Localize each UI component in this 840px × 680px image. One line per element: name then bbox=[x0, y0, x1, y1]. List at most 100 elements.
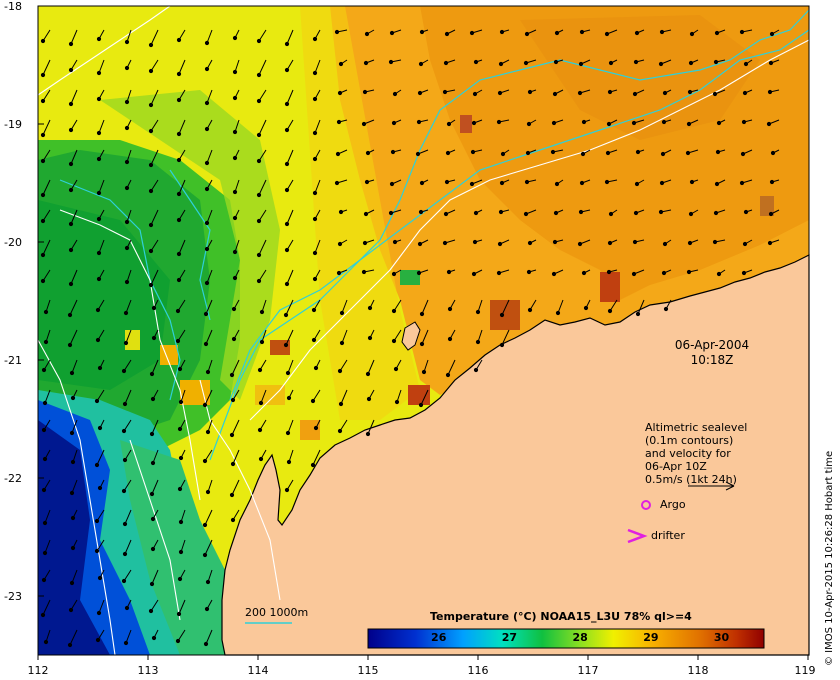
velocity-arrow bbox=[393, 329, 402, 342]
velocity-arrow-head bbox=[336, 270, 342, 276]
velocity-arrow bbox=[207, 419, 213, 433]
velocity-arrow-head bbox=[96, 96, 102, 102]
velocity-arrow-head bbox=[634, 181, 640, 187]
velocity-arrow-head bbox=[499, 180, 505, 186]
velocity-arrow-head bbox=[367, 335, 373, 341]
velocity-arrow-head bbox=[392, 239, 398, 245]
velocity-arrow bbox=[124, 509, 132, 525]
velocity-arrow-head bbox=[335, 151, 341, 157]
velocity-arrow bbox=[125, 629, 132, 644]
argo-label: Argo bbox=[660, 498, 686, 511]
velocity-arrow-head bbox=[365, 150, 371, 156]
velocity-arrow-head bbox=[41, 577, 47, 583]
velocity-arrow-head bbox=[607, 89, 613, 95]
velocity-arrow-head bbox=[337, 368, 343, 374]
velocity-arrow-head bbox=[631, 120, 637, 126]
velocity-arrow-head bbox=[121, 488, 127, 494]
velocity-arrow bbox=[69, 329, 78, 346]
velocity-arrow bbox=[258, 149, 267, 162]
velocity-arrow-head bbox=[42, 520, 48, 526]
velocity-arrow-head bbox=[686, 269, 692, 275]
velocity-arrow-head bbox=[284, 221, 290, 227]
velocity-arrow-head bbox=[388, 59, 394, 65]
velocity-arrow-head bbox=[473, 367, 479, 373]
velocity-arrow-head bbox=[362, 89, 368, 95]
velocity-arrow-head bbox=[68, 41, 74, 47]
velocity-arrow-head bbox=[418, 402, 424, 408]
velocity-arrow-head bbox=[284, 161, 290, 167]
velocity-arrow bbox=[177, 629, 186, 642]
velocity-arrow bbox=[150, 89, 159, 106]
velocity-arrow bbox=[42, 59, 51, 76]
velocity-arrow-head bbox=[768, 211, 774, 217]
velocity-arrow bbox=[71, 569, 78, 584]
velocity-arrow bbox=[42, 119, 51, 136]
velocity-arrow-head bbox=[69, 490, 75, 496]
velocity-arrow-head bbox=[68, 161, 74, 167]
lat-tick: -20 bbox=[4, 236, 22, 249]
velocity-arrow bbox=[393, 299, 402, 312]
velocity-arrow-head bbox=[580, 151, 586, 157]
velocity-arrow-head bbox=[231, 306, 237, 312]
velocity-arrow bbox=[96, 449, 105, 466]
velocity-arrow-head bbox=[122, 457, 128, 463]
velocity-arrow bbox=[150, 599, 159, 612]
velocity-arrow bbox=[420, 389, 429, 406]
sealevel-contours bbox=[37, 5, 810, 656]
legend-line: (0.1m contours) bbox=[645, 434, 734, 447]
velocity-arrow bbox=[150, 149, 159, 166]
velocity-arrow-head bbox=[553, 59, 559, 65]
velocity-arrow-head bbox=[148, 162, 154, 168]
velocity-arrow bbox=[261, 299, 267, 313]
velocity-arrow-head bbox=[419, 311, 425, 317]
velocity-arrow bbox=[312, 389, 321, 402]
velocity-arrow-head bbox=[43, 309, 49, 315]
velocity-arrow-head bbox=[40, 612, 46, 618]
velocity-arrow-head bbox=[148, 608, 154, 614]
velocity-arrow-head bbox=[389, 30, 395, 36]
velocity-arrow bbox=[44, 509, 51, 524]
velocity-arrow-head bbox=[232, 249, 238, 255]
velocity-arrow-head bbox=[43, 339, 49, 345]
velocity-arrow bbox=[126, 209, 132, 223]
velocity-arrow-head bbox=[232, 215, 238, 221]
velocity-arrow-head bbox=[284, 487, 290, 493]
velocity-arrow-head bbox=[284, 67, 290, 73]
velocity-arrow bbox=[71, 479, 78, 494]
velocity-arrow-head bbox=[714, 30, 720, 36]
velocity-arrow-head bbox=[689, 31, 695, 37]
velocity-arrow-head bbox=[94, 398, 100, 404]
velocity-arrow bbox=[258, 269, 267, 282]
velocity-arrow-head bbox=[123, 640, 129, 646]
velocity-arrow-head bbox=[742, 90, 748, 96]
velocity-arrow bbox=[286, 89, 294, 105]
velocity-arrow-head bbox=[687, 89, 693, 95]
drifter-label: drifter bbox=[651, 529, 685, 542]
velocity-arrow-head bbox=[742, 241, 748, 247]
velocity-arrow-head bbox=[525, 150, 531, 156]
velocity-arrow bbox=[234, 59, 240, 73]
velocity-arrow-head bbox=[367, 305, 373, 311]
velocity-arrow-head bbox=[124, 159, 130, 165]
velocity-arrow-head bbox=[148, 102, 154, 108]
velocity-arrow-head bbox=[472, 239, 478, 245]
velocity-arrow-head bbox=[555, 310, 561, 316]
velocity-arrow-head bbox=[230, 397, 236, 403]
velocity-arrow bbox=[206, 89, 213, 104]
velocity-arrow bbox=[231, 419, 240, 436]
velocity-arrow-head bbox=[95, 307, 101, 313]
velocity-arrow-head bbox=[363, 211, 369, 217]
velocity-arrow-head bbox=[394, 399, 400, 405]
velocity-arrow-head bbox=[499, 342, 505, 348]
velocity-arrow-head bbox=[256, 98, 262, 104]
velocity-arrow-head bbox=[96, 70, 102, 76]
lat-tick: -18 bbox=[4, 0, 22, 13]
velocity-arrow-head bbox=[659, 29, 665, 35]
velocity-arrow-head bbox=[96, 130, 102, 136]
velocity-arrow-head bbox=[97, 365, 103, 371]
velocity-arrow-head bbox=[283, 312, 289, 318]
velocity-arrow bbox=[98, 599, 105, 614]
velocity-arrow bbox=[150, 119, 159, 132]
velocity-arrow bbox=[206, 29, 213, 44]
velocity-arrow-head bbox=[204, 606, 210, 612]
